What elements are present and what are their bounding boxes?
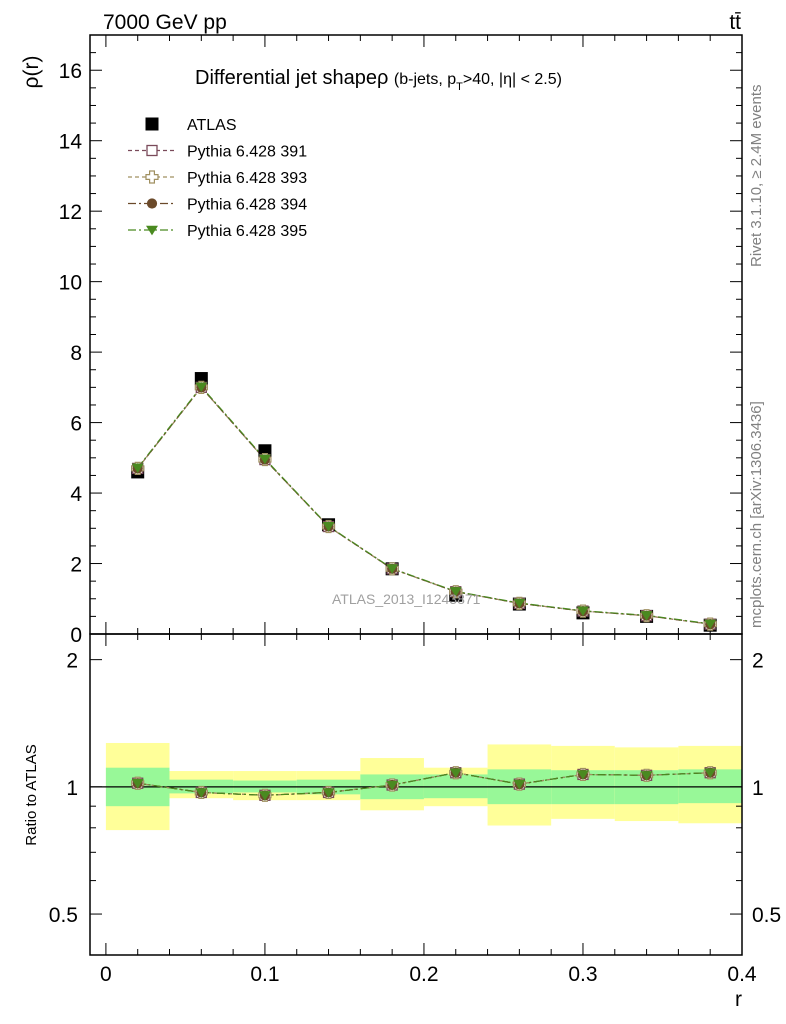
data-point <box>449 587 462 597</box>
ratio-point <box>322 788 335 798</box>
ratio-point <box>386 780 399 791</box>
tick-label: 0.4 <box>727 963 757 986</box>
tick-label: 2 <box>66 650 78 673</box>
ratio-point <box>131 779 144 789</box>
legend-marker <box>146 225 158 236</box>
energy-label: 7000 GeV pp <box>103 11 227 34</box>
tick-label: 0.5 <box>49 904 78 927</box>
analysis-watermark: ATLAS_2013_I1243871 <box>332 591 481 607</box>
tick-label: 16 <box>59 60 82 83</box>
plot-title: Differential jet shapeρ (b-jets, pT>40, … <box>195 67 562 93</box>
tick-label: 0.1 <box>250 963 279 986</box>
ratio-line <box>137 772 711 796</box>
tick-label: 10 <box>59 272 82 295</box>
ratio-series-markers <box>131 766 717 802</box>
legend-marker <box>146 144 158 157</box>
tick-label: 1 <box>66 777 78 800</box>
legend-label: ATLAS <box>187 117 237 134</box>
ratio-point <box>195 788 208 798</box>
data-point <box>640 611 653 621</box>
data-point <box>513 598 526 609</box>
tick-label: 2 <box>70 554 82 577</box>
data-point <box>258 454 271 465</box>
ratio-point <box>640 771 653 781</box>
data-point <box>704 619 717 630</box>
tick-label: 14 <box>59 131 83 154</box>
rivet-label: Rivet 3.1.10, ≥ 2.4M events <box>748 85 765 268</box>
series-line <box>137 386 711 625</box>
mcplots-label: mcplots.cern.ch [arXiv:1306.3436] <box>748 401 765 628</box>
plot-title-main: Differential jet shapeρ <box>195 67 394 89</box>
series-line <box>137 385 711 625</box>
legend-label: Pythia 6.428 393 <box>187 170 307 187</box>
tick-label: 2 <box>752 650 764 673</box>
ratio-point <box>704 768 717 779</box>
ratio-point <box>449 768 462 779</box>
main-y-axis-label: ρ(r) <box>20 56 43 89</box>
ratio-point <box>576 770 589 780</box>
legend-label: Pythia 6.428 395 <box>187 223 307 240</box>
legend-label: Pythia 6.428 391 <box>187 144 307 161</box>
ratio-y-axis-label: Ratio to ATLAS <box>23 744 40 845</box>
process-label: tt̄ <box>729 11 741 34</box>
legend-label: Pythia 6.428 394 <box>187 197 307 214</box>
tick-label: 0 <box>100 963 112 986</box>
main-series-lines <box>137 385 711 625</box>
legend-marker <box>146 198 158 209</box>
plot-title-subscript: T <box>456 81 463 93</box>
ratio-point <box>258 791 271 801</box>
data-point <box>195 382 208 393</box>
data-point <box>576 606 589 617</box>
series-line <box>137 386 711 625</box>
legend-marker <box>145 117 159 131</box>
data-point <box>322 521 335 532</box>
ratio-panel-frame <box>89 633 743 956</box>
plot-title-detail-1: (b-jets, p <box>394 71 456 88</box>
data-point <box>386 564 399 574</box>
legend: ATLAS Pythia 6.428 391 Pythia 6.428 393 Pyt… <box>128 117 307 240</box>
legend-marker <box>145 170 159 184</box>
tick-label: 12 <box>59 201 82 224</box>
data-point <box>131 463 144 474</box>
ratio-series-lines <box>137 772 711 796</box>
plot-title-detail-2: >40, |η| < 2.5) <box>463 71 562 88</box>
tick-label: 0.5 <box>752 904 781 927</box>
ratio-point <box>513 779 526 790</box>
tick-label: 0 <box>70 624 82 647</box>
tick-label: 0.3 <box>568 963 597 986</box>
axis-ticks <box>90 34 743 956</box>
tick-label: 6 <box>70 413 82 436</box>
tick-label: 0.2 <box>409 963 438 986</box>
x-axis-label: r <box>735 988 742 1011</box>
tick-label: 4 <box>70 483 82 506</box>
main-series-markers <box>131 372 717 632</box>
series-line <box>137 386 711 625</box>
tick-label: 1 <box>752 777 764 800</box>
tick-label: 8 <box>70 342 82 365</box>
